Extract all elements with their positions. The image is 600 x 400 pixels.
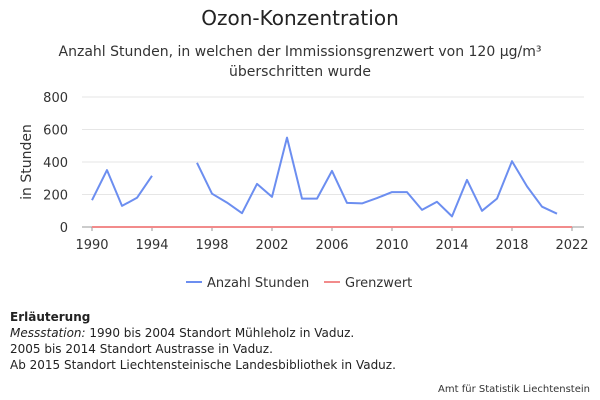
legend-item-1[interactable]: Grenzwert (324, 276, 412, 291)
x-tick-label: 2006 (315, 238, 348, 253)
legend[interactable]: Anzahl Stunden Grenzwert (186, 276, 412, 291)
y-tick-label: 600 (43, 124, 68, 139)
x-tick-label: 1994 (135, 238, 168, 253)
chart-subtitle: Anzahl Stunden, in welchen der Immission… (58, 44, 542, 80)
x-tick-label: 2010 (375, 238, 408, 253)
legend-item-0[interactable]: Anzahl Stunden (186, 276, 309, 291)
y-axis-ticks: 0 200 400 600 800 (43, 91, 68, 236)
series-line-0[interactable] (196, 136, 558, 218)
credits[interactable]: Amt für Statistik Liechtenstein (438, 384, 590, 395)
legend-label: Anzahl Stunden (207, 276, 309, 291)
notes-line-1: Messstation: 1990 bis 2004 Standort Mühl… (10, 325, 396, 341)
chart-title: Ozon-Konzentration (201, 6, 399, 30)
x-tick-label: 1990 (75, 238, 108, 253)
line-chart: 0 200 400 600 800 1990 1994 1998 2002 2006 2010 20… (19, 91, 589, 291)
grid-lines (82, 96, 584, 228)
y-tick-label: 200 (43, 189, 68, 204)
notes-section: Erläuterung Messstation: 1990 bis 2004 S… (10, 309, 396, 373)
y-axis-label: in Stunden (19, 124, 35, 200)
notes-heading: Erläuterung (10, 310, 91, 324)
legend-label: Grenzwert (345, 276, 412, 291)
notes-line-1-label: Messstation: (10, 326, 86, 340)
notes-line-3: Ab 2015 Standort Liechtensteinische Land… (10, 358, 396, 372)
y-tick-label: 400 (43, 156, 68, 171)
y-tick-label: 0 (60, 221, 68, 236)
x-axis-ticks: 1990 1994 1998 2002 2006 2010 2014 2018 2022 (75, 226, 589, 253)
series-line-0[interactable] (91, 169, 153, 207)
x-tick-label: 2018 (495, 238, 528, 253)
x-tick-label: 2022 (555, 238, 588, 253)
notes-line-2: 2005 bis 2014 Standort Austrasse in Vadu… (10, 342, 273, 356)
y-tick-label: 800 (43, 91, 68, 106)
x-tick-label: 1998 (195, 238, 228, 253)
series-lines (91, 136, 572, 228)
notes-line-1-text: 1990 bis 2004 Standort Mühleholz in Vadu… (85, 326, 355, 340)
x-tick-label: 2002 (255, 238, 288, 253)
x-tick-label: 2014 (435, 238, 468, 253)
